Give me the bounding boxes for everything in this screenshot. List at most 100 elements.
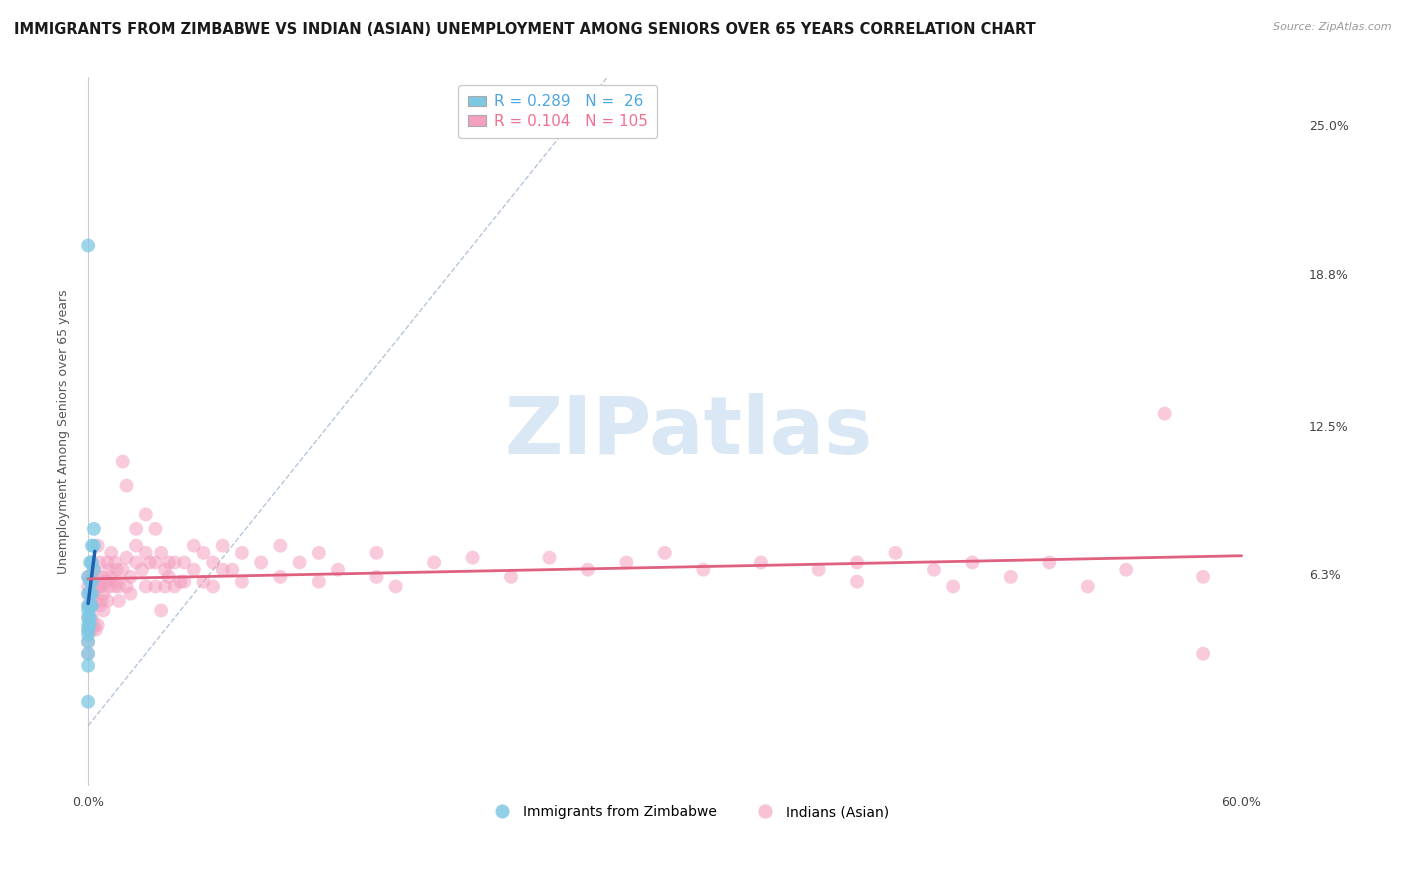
Point: [193, 574, 215, 589]
Point: [308, 574, 330, 589]
Point: [1038, 556, 1060, 570]
Point: [231, 574, 253, 589]
Point: [1115, 563, 1137, 577]
Point: [807, 563, 830, 577]
Point: [135, 579, 157, 593]
Point: [269, 539, 291, 553]
Point: [93, 603, 115, 617]
Point: [366, 546, 388, 560]
Point: [77, 238, 100, 252]
Point: [84, 594, 107, 608]
Point: [80, 599, 103, 613]
Point: [1192, 647, 1215, 661]
Point: [83, 618, 105, 632]
Point: [111, 455, 134, 469]
Point: [173, 556, 195, 570]
Point: [108, 594, 131, 608]
Point: [692, 563, 714, 577]
Point: [115, 478, 138, 492]
Point: [884, 546, 907, 560]
Point: [423, 556, 446, 570]
Point: [105, 574, 128, 589]
Point: [269, 570, 291, 584]
Point: [93, 587, 115, 601]
Point: [77, 579, 100, 593]
Point: [1000, 570, 1022, 584]
Point: [77, 627, 100, 641]
Point: [150, 546, 173, 560]
Point: [77, 587, 100, 601]
Legend: Immigrants from Zimbabwe, Indians (Asian): Immigrants from Zimbabwe, Indians (Asian…: [482, 800, 896, 825]
Point: [87, 570, 110, 584]
Point: [135, 546, 157, 560]
Point: [105, 563, 128, 577]
Point: [90, 594, 112, 608]
Point: [384, 579, 406, 593]
Point: [87, 618, 110, 632]
Point: [77, 570, 100, 584]
Point: [77, 599, 100, 613]
Point: [89, 599, 111, 613]
Point: [89, 579, 111, 593]
Point: [77, 623, 100, 637]
Point: [77, 623, 100, 637]
Point: [169, 574, 191, 589]
Point: [80, 587, 103, 601]
Point: [77, 570, 100, 584]
Point: [80, 610, 103, 624]
Point: [211, 563, 233, 577]
Point: [288, 556, 311, 570]
Point: [100, 546, 122, 560]
Point: [120, 570, 142, 584]
Point: [173, 574, 195, 589]
Text: ZIPatlas: ZIPatlas: [505, 392, 873, 471]
Point: [138, 556, 160, 570]
Point: [221, 563, 243, 577]
Point: [125, 556, 148, 570]
Point: [80, 539, 103, 553]
Point: [499, 570, 522, 584]
Point: [80, 599, 103, 613]
Point: [83, 563, 105, 577]
Point: [942, 579, 965, 593]
Point: [79, 556, 101, 570]
Point: [163, 556, 186, 570]
Point: [145, 579, 167, 593]
Point: [80, 587, 103, 601]
Point: [77, 603, 100, 617]
Point: [1153, 407, 1175, 421]
Point: [77, 587, 100, 601]
Point: [183, 539, 205, 553]
Point: [250, 556, 273, 570]
Point: [111, 563, 134, 577]
Point: [157, 556, 180, 570]
Point: [654, 546, 676, 560]
Point: [461, 550, 484, 565]
Point: [120, 587, 142, 601]
Point: [846, 556, 869, 570]
Point: [193, 546, 215, 560]
Point: [83, 522, 105, 536]
Point: [83, 587, 105, 601]
Point: [104, 579, 127, 593]
Point: [211, 539, 233, 553]
Point: [125, 539, 148, 553]
Point: [98, 579, 121, 593]
Point: [616, 556, 638, 570]
Point: [77, 647, 100, 661]
Point: [183, 563, 205, 577]
Point: [749, 556, 772, 570]
Point: [202, 579, 225, 593]
Point: [80, 574, 103, 589]
Point: [153, 579, 176, 593]
Point: [576, 563, 599, 577]
Point: [538, 550, 561, 565]
Text: Source: ZipAtlas.com: Source: ZipAtlas.com: [1274, 22, 1392, 32]
Y-axis label: Unemployment Among Seniors over 65 years: Unemployment Among Seniors over 65 years: [58, 289, 70, 574]
Point: [1077, 579, 1099, 593]
Point: [90, 570, 112, 584]
Point: [80, 556, 103, 570]
Point: [145, 556, 167, 570]
Point: [79, 610, 101, 624]
Point: [96, 556, 118, 570]
